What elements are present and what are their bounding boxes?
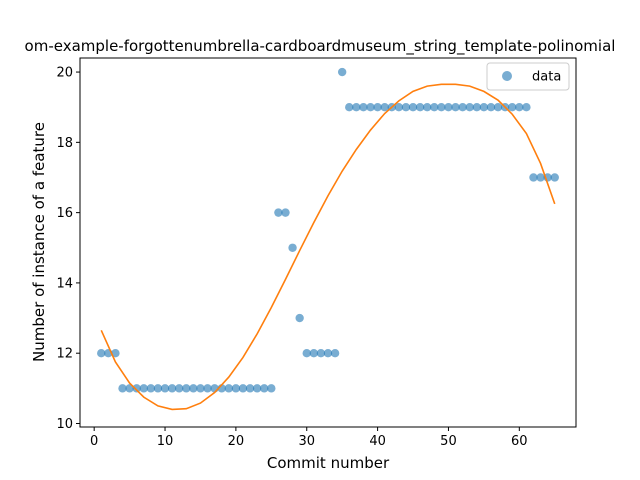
x-axis-label: Commit number [267, 454, 390, 472]
data-point [323, 349, 333, 358]
y-tick-label: 10 [56, 417, 73, 432]
data-point [231, 384, 241, 393]
data-point [479, 103, 489, 112]
data-point [160, 384, 170, 393]
data-point [118, 384, 127, 393]
data-point [423, 103, 432, 112]
data-point [288, 243, 297, 252]
data-point [175, 384, 184, 393]
data-point [437, 103, 446, 112]
data-point [380, 103, 389, 112]
x-tick-label: 0 [90, 434, 98, 449]
data-point [245, 384, 255, 393]
legend-marker [502, 71, 512, 81]
axes-frame [79, 57, 577, 428]
legend-box [486, 62, 570, 91]
x-tick-label: 50 [440, 434, 457, 449]
data-point [408, 103, 418, 112]
data-point [167, 384, 177, 393]
data-point [182, 384, 191, 393]
data-point [281, 208, 290, 217]
data-point [394, 103, 404, 112]
data-point [309, 349, 319, 358]
y-tick-label: 20 [56, 66, 73, 81]
data-point [352, 103, 361, 112]
data-point [345, 103, 354, 112]
fit-curve-line [100, 83, 556, 411]
data-point [238, 384, 248, 393]
x-tick-label: 10 [157, 434, 174, 449]
data-point [472, 103, 481, 112]
plot-area [97, 67, 559, 411]
legend: data [486, 62, 570, 91]
data-point [536, 173, 545, 182]
y-tick-label: 12 [56, 347, 73, 362]
data-point [458, 103, 467, 112]
data-point [97, 349, 106, 358]
data-point [302, 349, 311, 358]
data-point [252, 384, 262, 393]
data-point [337, 67, 347, 77]
data-point [111, 349, 120, 358]
data-point [274, 208, 283, 217]
data-point [465, 103, 474, 112]
axes: 0 10 20 30 40 50 60 10 12 14 16 18 20 [56, 57, 577, 449]
y-tick-label: 18 [56, 136, 73, 151]
data-point [522, 103, 531, 112]
data-point [330, 349, 340, 358]
y-axis-label: Number of instance of a feature [30, 122, 48, 362]
data-point [203, 384, 212, 393]
data-point [359, 103, 368, 112]
data-point [132, 384, 141, 393]
data-point [267, 384, 276, 393]
y-tick-label: 14 [56, 276, 73, 291]
data-point [373, 103, 382, 112]
data-point [316, 349, 326, 358]
data-point [508, 103, 517, 112]
legend-label-data: data [532, 70, 561, 85]
x-tick-label: 60 [511, 434, 528, 449]
data-point [260, 384, 269, 393]
data-point [493, 103, 503, 112]
data-point [444, 103, 453, 112]
data-point [515, 103, 524, 112]
data-point [366, 103, 375, 112]
data-point [415, 103, 425, 112]
data-point [224, 384, 233, 393]
data-point [196, 384, 205, 393]
chart-title: om-example-forgottenumbrella-cardboardmu… [25, 37, 616, 56]
data-point [430, 103, 439, 112]
data-point [451, 103, 460, 112]
x-tick-label: 30 [298, 434, 315, 449]
y-tick-label: 16 [56, 206, 73, 221]
data-point [550, 173, 559, 182]
data-point [295, 313, 304, 323]
data-point [146, 384, 156, 393]
data-point [529, 173, 538, 182]
x-tick-label: 40 [369, 434, 386, 449]
data-point [189, 384, 198, 393]
x-tick-label: 20 [228, 434, 245, 449]
data-point [486, 103, 496, 112]
data-point [401, 103, 411, 112]
data-point [153, 384, 163, 393]
data-point [139, 384, 148, 393]
